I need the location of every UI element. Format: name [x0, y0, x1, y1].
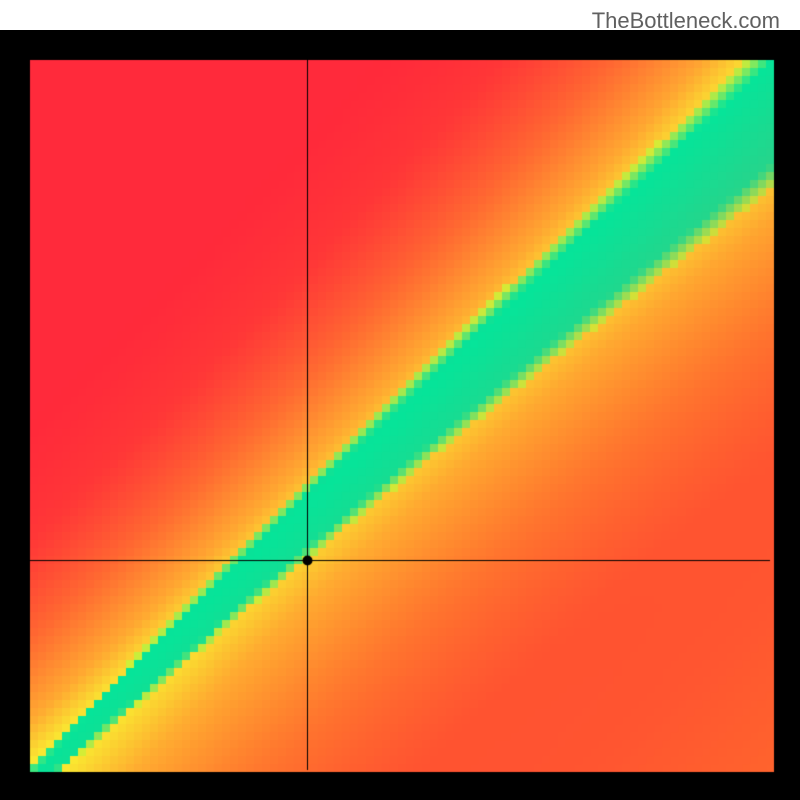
chart-container [0, 30, 800, 800]
bottleneck-heatmap [0, 30, 800, 800]
watermark-text: TheBottleneck.com [592, 8, 780, 34]
